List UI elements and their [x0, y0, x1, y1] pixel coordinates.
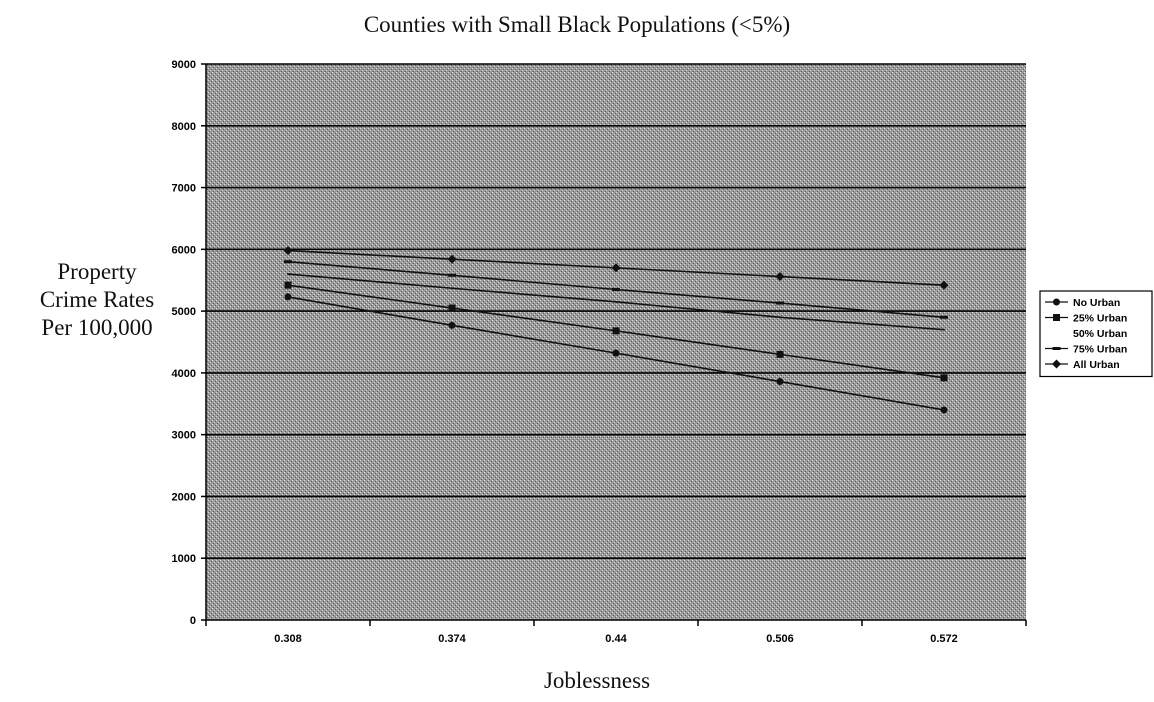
data-point — [448, 304, 456, 312]
data-point — [940, 406, 948, 414]
series-50-urban — [287, 273, 945, 331]
data-point — [447, 254, 457, 264]
x-axis-label: Joblessness — [543, 668, 651, 693]
series-25-urban — [284, 281, 948, 382]
legend-label: 25% Urban — [1073, 313, 1127, 325]
series-no-urban — [284, 293, 948, 414]
y-tick-label: 4000 — [172, 368, 196, 380]
data-point — [284, 293, 292, 301]
x-tick-label: 0.506 — [766, 633, 794, 645]
series-all-urban — [283, 246, 949, 290]
x-tick-label: 0.44 — [605, 633, 627, 645]
data-point — [776, 350, 784, 358]
legend-item: All Urban — [1045, 359, 1120, 371]
y-axis-label-line: Per 100,000 — [41, 315, 153, 340]
y-tick-label: 2000 — [172, 491, 196, 503]
legend-item: 25% Urban — [1045, 313, 1127, 325]
legend-swatch-marker — [1052, 359, 1061, 369]
data-point — [284, 281, 292, 289]
y-tick-label: 5000 — [172, 306, 196, 318]
y-axis-label-line: Property — [57, 259, 137, 284]
data-point — [611, 263, 621, 273]
y-tick-label: 7000 — [172, 183, 196, 195]
legend-label: All Urban — [1073, 359, 1120, 371]
data-point — [448, 321, 456, 329]
data-point — [939, 280, 949, 290]
data-point — [940, 374, 948, 382]
legend-swatch-marker — [1053, 314, 1060, 321]
legend-item: 50% Urban — [1073, 328, 1127, 340]
data-point — [287, 273, 289, 276]
legend-label: 75% Urban — [1073, 344, 1127, 356]
chart-title: Counties with Small Black Populations (<… — [363, 12, 791, 37]
y-tick-label: 6000 — [172, 244, 196, 256]
data-point — [779, 316, 781, 319]
y-axis-label: Property Crime Rates Per 100,000 — [2, 258, 192, 342]
data-point — [612, 349, 620, 357]
legend-label: No Urban — [1073, 297, 1120, 309]
data-point — [283, 246, 293, 256]
data-point — [943, 328, 945, 331]
legend-label: 50% Urban — [1073, 328, 1127, 340]
series-75-urban — [284, 260, 948, 319]
legend-swatch-marker — [1053, 298, 1060, 306]
y-tick-label: 9000 — [172, 59, 196, 71]
y-tick-label: 0 — [190, 615, 196, 627]
data-point — [612, 327, 620, 335]
y-tick-label: 8000 — [172, 121, 196, 133]
legend-item: No Urban — [1045, 297, 1120, 309]
x-tick-label: 0.572 — [930, 633, 958, 645]
legend-item: 75% Urban — [1045, 344, 1127, 356]
y-tick-label: 1000 — [172, 553, 196, 565]
y-tick-label: 3000 — [172, 430, 196, 442]
data-point — [451, 287, 453, 290]
plot-area — [206, 64, 1026, 620]
x-tick-label: 0.308 — [274, 633, 302, 645]
data-point — [776, 378, 784, 386]
y-axis-label-line: Crime Rates — [39, 287, 155, 312]
data-point — [615, 300, 617, 303]
data-point — [775, 272, 785, 282]
x-tick-label: 0.374 — [438, 633, 466, 645]
